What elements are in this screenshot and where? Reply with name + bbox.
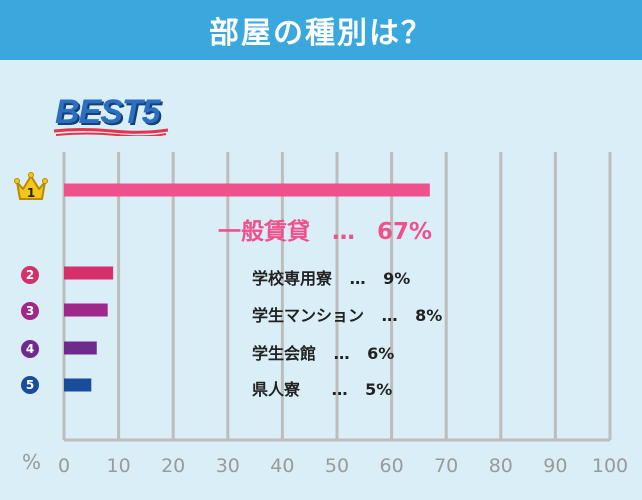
x-tick-label: 90 bbox=[543, 455, 567, 477]
x-tick-label: 50 bbox=[325, 455, 349, 477]
bar-label-2: 学校専用寮 … 9% bbox=[252, 265, 410, 289]
x-tick-label: 100 bbox=[592, 455, 628, 477]
rank-badge-2: 2 bbox=[21, 266, 39, 284]
bar-label-value: 5% bbox=[365, 380, 393, 399]
best5-underline bbox=[53, 128, 169, 136]
crown-rank: 1 bbox=[27, 186, 35, 200]
bar-label-sep: … bbox=[333, 344, 350, 363]
bar-label-sep: … bbox=[331, 380, 348, 399]
bar-label-sep: … bbox=[381, 306, 398, 325]
best5-badge: BEST5 bbox=[55, 93, 161, 131]
x-tick-label: 70 bbox=[434, 455, 458, 477]
bar-1 bbox=[64, 183, 430, 197]
bar-3 bbox=[64, 303, 108, 317]
x-tick-label: 30 bbox=[216, 455, 240, 477]
x-tick-label: 0 bbox=[58, 455, 70, 477]
x-tick-label: 20 bbox=[161, 455, 185, 477]
bar-label-value: 6% bbox=[367, 344, 395, 363]
header-bar: 部屋の種別は？ bbox=[0, 0, 642, 60]
rank-badge-5: 5 bbox=[21, 376, 39, 394]
bar-label-5: 県人寮 … 5% bbox=[252, 376, 392, 400]
bar-2 bbox=[64, 266, 114, 280]
bar-label-4: 学生会館 … 6% bbox=[252, 340, 394, 364]
rank-badge-3: 3 bbox=[21, 302, 39, 320]
axis-unit-label: % bbox=[22, 450, 42, 474]
x-tick-label: 80 bbox=[489, 455, 513, 477]
x-tick-label: 40 bbox=[270, 455, 294, 477]
bar-label-value: 67% bbox=[377, 219, 433, 245]
crown-icon: 1 bbox=[14, 172, 48, 200]
bar-label-name: 学生会館 bbox=[252, 344, 317, 363]
bar-label-value: 8% bbox=[415, 306, 443, 325]
bar-label-sep: … bbox=[332, 219, 356, 245]
bar-label-name: 学校専用寮 bbox=[252, 269, 333, 288]
bar-label-name: 県人寮 bbox=[252, 380, 301, 399]
bar-label-value: 9% bbox=[383, 269, 411, 288]
bar-label-1: 一般賃貸 … 67% bbox=[218, 212, 432, 246]
x-tick-label: 60 bbox=[380, 455, 404, 477]
bar-label-3: 学生マンション … 8% bbox=[252, 302, 442, 326]
page-title: 部屋の種別は？ bbox=[209, 16, 433, 51]
x-tick-label: 10 bbox=[107, 455, 131, 477]
bar-4 bbox=[64, 341, 97, 355]
bar-label-name: 学生マンション bbox=[252, 306, 365, 325]
bar-label-sep: … bbox=[349, 269, 366, 288]
rank-badge-4: 4 bbox=[21, 340, 39, 358]
bar-5 bbox=[64, 378, 92, 392]
bar-label-name: 一般賃貸 bbox=[218, 219, 310, 245]
